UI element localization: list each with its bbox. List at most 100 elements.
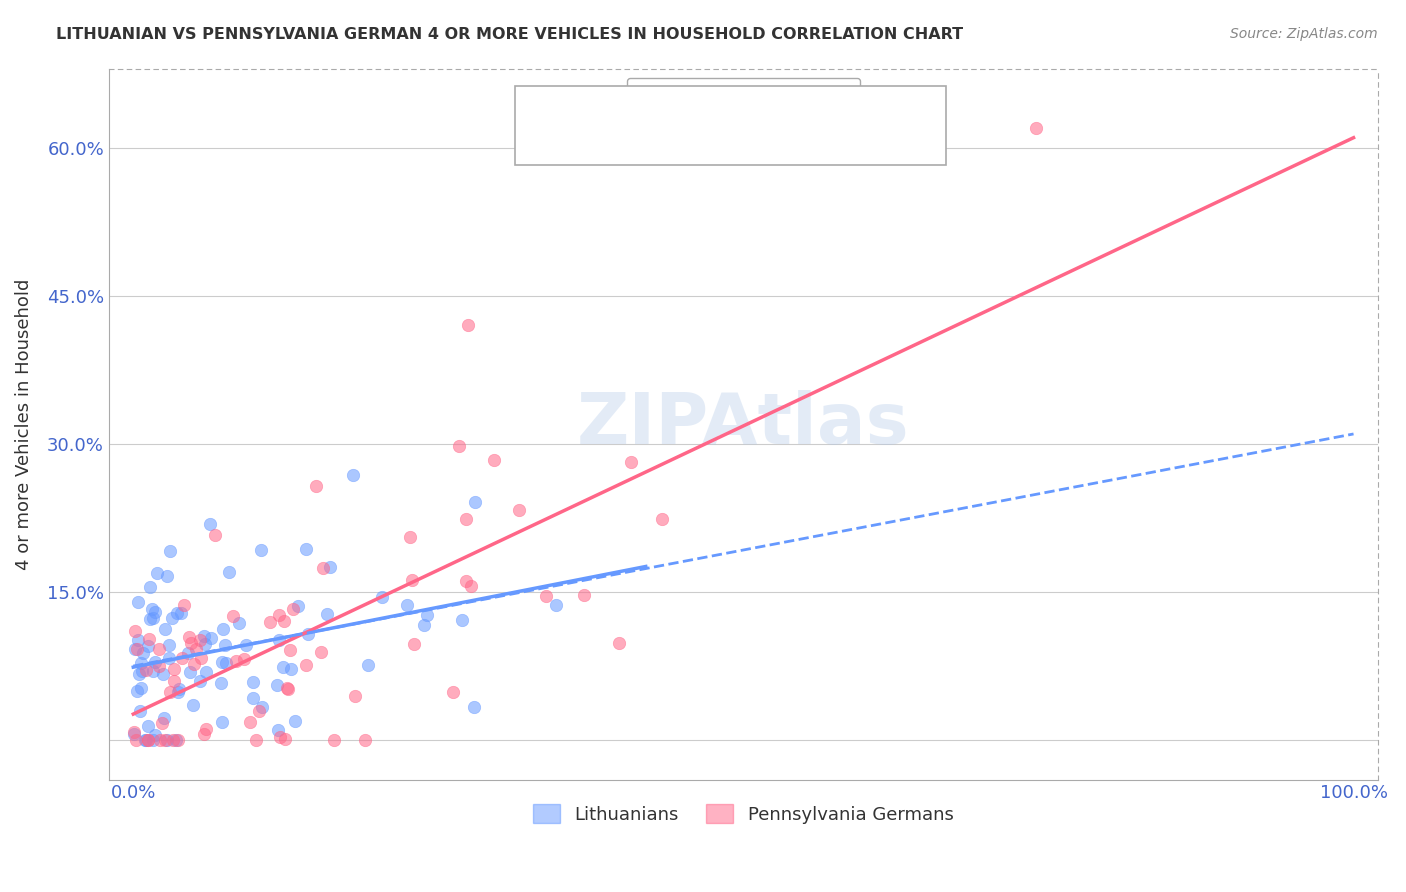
- Point: [460, 579, 482, 593]
- Point: [1025, 120, 1047, 135]
- Point: [294, 541, 316, 556]
- Point: [142, 611, 165, 625]
- Point: [281, 601, 304, 615]
- Point: [129, 681, 152, 696]
- Point: [177, 630, 200, 644]
- Point: [143, 655, 166, 669]
- Point: [221, 609, 243, 624]
- Point: [204, 527, 226, 541]
- Point: [620, 455, 643, 469]
- Point: [284, 714, 307, 728]
- Point: [132, 646, 155, 660]
- Point: [242, 675, 264, 690]
- Point: [150, 716, 173, 731]
- Point: [211, 655, 233, 669]
- Point: [245, 733, 267, 747]
- Point: [354, 733, 377, 747]
- Point: [195, 723, 218, 737]
- Point: [179, 665, 201, 679]
- Point: [162, 733, 184, 747]
- Point: [167, 681, 190, 696]
- Point: [276, 681, 298, 696]
- Point: [396, 599, 419, 613]
- Point: [194, 637, 217, 651]
- Legend: Lithuanians, Pennsylvania Germans: Lithuanians, Pennsylvania Germans: [523, 794, 965, 835]
- Point: [274, 732, 297, 747]
- Point: [572, 588, 595, 602]
- Point: [148, 658, 170, 673]
- Point: [228, 615, 250, 630]
- Point: [136, 640, 159, 654]
- Point: [309, 644, 332, 658]
- Point: [651, 512, 673, 526]
- Point: [167, 733, 190, 747]
- Point: [145, 566, 167, 580]
- Point: [138, 632, 160, 646]
- Point: [139, 612, 162, 626]
- Point: [297, 626, 319, 640]
- Point: [163, 662, 186, 676]
- Point: [159, 544, 181, 558]
- Point: [266, 678, 288, 692]
- Point: [135, 733, 157, 747]
- Point: [142, 664, 165, 678]
- Point: [157, 650, 180, 665]
- Point: [235, 638, 257, 652]
- Point: [122, 727, 145, 741]
- Point: [166, 684, 188, 698]
- Point: [273, 615, 295, 629]
- Point: [124, 624, 146, 639]
- Point: [193, 727, 215, 741]
- Point: [183, 657, 205, 672]
- Point: [225, 654, 247, 668]
- Point: [181, 698, 204, 713]
- Point: [153, 733, 176, 747]
- Point: [122, 725, 145, 739]
- Point: [318, 560, 340, 574]
- Point: [456, 574, 478, 589]
- Point: [451, 613, 474, 627]
- Point: [269, 730, 291, 744]
- Point: [135, 664, 157, 678]
- Point: [124, 733, 146, 747]
- Point: [134, 733, 156, 747]
- Point: [249, 543, 271, 558]
- Point: [131, 664, 153, 678]
- Point: [157, 639, 180, 653]
- Point: [412, 617, 434, 632]
- Point: [127, 632, 149, 647]
- Text: LITHUANIAN VS PENNSYLVANIA GERMAN 4 OR MORE VEHICLES IN HOUSEHOLD CORRELATION CH: LITHUANIAN VS PENNSYLVANIA GERMAN 4 OR M…: [56, 27, 963, 42]
- Point: [242, 691, 264, 706]
- Point: [546, 598, 568, 612]
- Point: [153, 711, 176, 725]
- Point: [449, 439, 471, 453]
- Point: [342, 468, 364, 483]
- Point: [128, 704, 150, 718]
- Point: [464, 495, 486, 509]
- Point: [280, 662, 302, 676]
- Point: [152, 666, 174, 681]
- Point: [143, 605, 166, 619]
- Point: [482, 453, 505, 467]
- Point: [198, 516, 221, 531]
- Point: [287, 599, 309, 613]
- Point: [536, 589, 558, 603]
- Point: [177, 646, 200, 660]
- Point: [402, 637, 425, 651]
- Point: [136, 719, 159, 733]
- Point: [508, 502, 530, 516]
- Y-axis label: 4 or more Vehicles in Household: 4 or more Vehicles in Household: [15, 278, 32, 570]
- Point: [305, 478, 328, 492]
- Point: [125, 642, 148, 657]
- Point: [323, 733, 346, 747]
- FancyBboxPatch shape: [515, 87, 946, 164]
- Point: [401, 574, 423, 588]
- Point: [211, 714, 233, 729]
- Point: [463, 700, 485, 714]
- Point: [239, 715, 262, 730]
- Point: [312, 561, 335, 575]
- Point: [316, 607, 339, 621]
- Point: [170, 651, 193, 665]
- Point: [156, 733, 179, 747]
- Point: [128, 667, 150, 681]
